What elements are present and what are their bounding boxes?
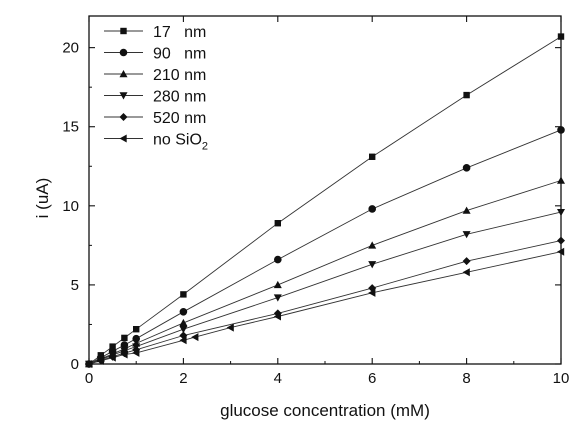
legend-marker-3 xyxy=(119,70,128,78)
x-axis-label: glucose concentration (mM) xyxy=(220,401,430,420)
data-point-series-1 xyxy=(463,91,470,99)
data-point-series-6 xyxy=(108,353,116,362)
x-tick-label: 4 xyxy=(274,370,282,387)
data-point-series-5 xyxy=(462,257,471,266)
data-point-series-6 xyxy=(226,323,234,332)
series-line-2 xyxy=(88,129,562,365)
legend-marker-1 xyxy=(120,27,127,35)
data-point-series-1 xyxy=(109,343,116,350)
data-point-series-6 xyxy=(557,247,565,256)
data-point-series-4 xyxy=(557,208,565,217)
data-point-series-6 xyxy=(462,268,470,277)
data-point-series-4 xyxy=(368,261,377,269)
data-point-series-6 xyxy=(120,350,128,359)
legend-label-text: 90 nm xyxy=(153,46,206,63)
legend-label-5: 520 nm xyxy=(153,110,206,127)
data-point-series-1 xyxy=(557,33,565,40)
legend-label-text: 210 nm xyxy=(153,67,206,84)
series-line-6 xyxy=(88,251,562,365)
data-point-series-2 xyxy=(368,205,377,213)
data-point-series-2 xyxy=(462,164,471,172)
data-point-series-6 xyxy=(368,288,376,297)
data-point-series-4 xyxy=(179,326,188,334)
legend-label-text: no SiO xyxy=(153,132,202,149)
data-point-series-6 xyxy=(132,348,140,357)
data-point-series-2 xyxy=(274,255,282,264)
x-tick-label: 2 xyxy=(179,370,187,387)
data-point-series-6 xyxy=(273,312,281,321)
x-tick-label: 10 xyxy=(553,370,570,387)
data-point-series-1 xyxy=(121,334,128,342)
series-line-1 xyxy=(88,36,562,365)
data-point-series-2 xyxy=(132,334,140,343)
data-point-series-1 xyxy=(369,153,376,160)
legend-marker-4 xyxy=(119,92,128,100)
y-tick-label: 5 xyxy=(71,277,79,294)
legend-label-subscript: 2 xyxy=(202,141,208,153)
data-point-series-3 xyxy=(179,318,188,327)
legend-marker-6 xyxy=(119,134,127,143)
data-point-series-1 xyxy=(133,326,140,333)
legend-label-text: 17 nm xyxy=(153,24,206,41)
data-point-series-3 xyxy=(368,241,377,249)
x-tick-label: 6 xyxy=(368,370,376,387)
y-tick-label: 0 xyxy=(71,356,79,373)
legend-label-4: 280 nm xyxy=(153,89,206,106)
x-tick-label: 8 xyxy=(462,370,470,387)
data-point-series-5 xyxy=(557,236,565,245)
legend-label-text: 280 nm xyxy=(153,89,206,106)
data-point-series-3 xyxy=(557,176,565,184)
series-line-3 xyxy=(88,180,562,365)
legend-label-6: no SiO2 xyxy=(153,132,208,153)
y-tick-label: 15 xyxy=(62,119,79,136)
legend-marker-2 xyxy=(119,48,128,57)
y-tick-label: 20 xyxy=(62,40,79,57)
data-point-series-2 xyxy=(179,308,188,316)
data-point-series-1 xyxy=(180,291,187,298)
data-point-series-6 xyxy=(85,360,93,368)
data-point-series-1 xyxy=(274,220,281,227)
series-line-5 xyxy=(88,240,562,365)
data-point-series-6 xyxy=(191,333,199,342)
data-point-series-4 xyxy=(462,231,471,239)
data-point-series-4 xyxy=(273,294,282,302)
legend-marker-5 xyxy=(119,113,128,121)
y-tick-label: 10 xyxy=(62,198,79,215)
series-line-4 xyxy=(88,211,562,365)
legend-label-text: 520 nm xyxy=(153,110,206,127)
data-point-series-6 xyxy=(179,336,187,345)
data-point-series-2 xyxy=(557,126,565,134)
data-point-series-3 xyxy=(462,206,471,214)
x-tick-label: 0 xyxy=(85,370,93,387)
data-point-series-3 xyxy=(273,280,282,289)
legend-label-1: 17 nm xyxy=(153,24,206,41)
legend-label-3: 210 nm xyxy=(153,67,206,84)
y-axis-label: i (uA) xyxy=(33,178,52,219)
data-point-series-6 xyxy=(96,356,104,365)
legend-label-2: 90 nm xyxy=(153,46,206,63)
